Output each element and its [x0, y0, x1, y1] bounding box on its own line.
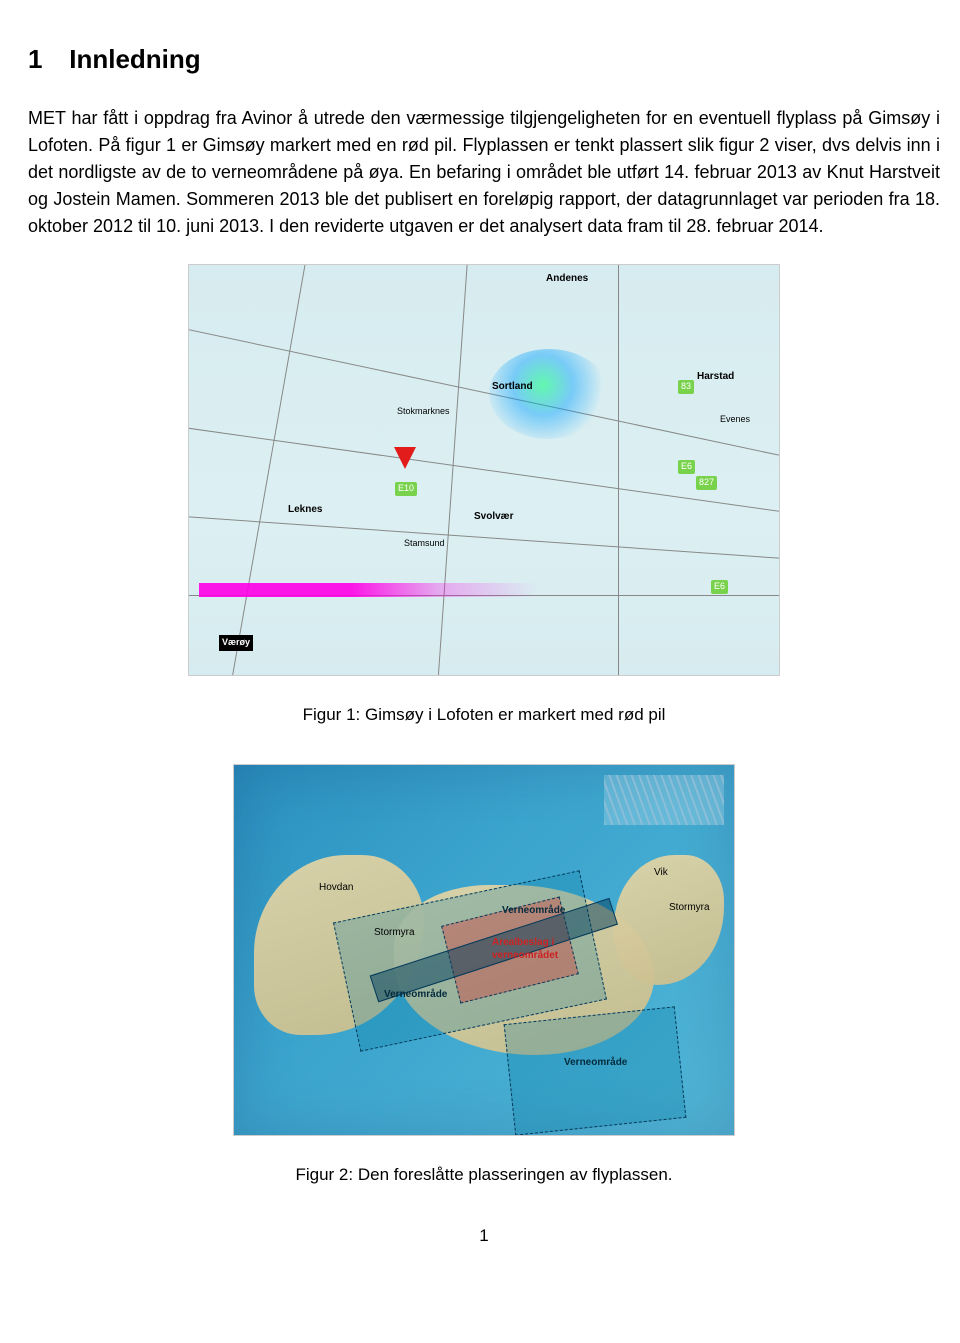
section-title: Innledning: [69, 44, 200, 74]
place-label-stokmarknes: Stokmarknes: [397, 405, 450, 419]
map-border-line: [618, 264, 619, 676]
place-label-svolvaer: Svolvær: [474, 509, 513, 524]
label-arealbeslag-2: verneområdet: [492, 948, 558, 963]
figure-1-caption: Figur 1: Gimsøy i Lofoten er markert med…: [28, 702, 940, 728]
road-badge-e6: E6: [678, 460, 695, 474]
radar-coverage-icon: [489, 349, 609, 439]
label-verneomrade-2: Verneområde: [564, 1055, 627, 1070]
intro-paragraph: MET har fått i oppdrag fra Avinor å utre…: [28, 105, 940, 240]
place-label-stamsund: Stamsund: [404, 537, 445, 551]
place-label-sortland: Sortland: [492, 379, 533, 394]
map-border-line: [188, 264, 309, 676]
section-heading: 1 Innledning: [28, 40, 940, 79]
road-badge-e6b: E6: [711, 580, 728, 594]
map-border-line: [188, 425, 780, 590]
hatch-area: [604, 775, 724, 825]
section-number: 1: [28, 40, 62, 79]
place-label-evenes: Evenes: [720, 413, 750, 427]
island-shape: [614, 855, 724, 985]
label-stormyra-1: Stormyra: [374, 925, 415, 940]
place-label-leknes: Leknes: [288, 502, 322, 517]
figure-2-caption-text: Den foreslåtte plasseringen av flyplasse…: [353, 1165, 672, 1184]
figure-2-caption: Figur 2: Den foreslåtte plasseringen av …: [28, 1162, 940, 1188]
figure-2-block: Hovdan Stormyra Stormyra Verneområde Are…: [28, 764, 940, 1188]
label-verneomrade-0: Verneområde: [384, 987, 447, 1002]
road-badge-e10: E10: [395, 482, 417, 496]
map-border-line: [188, 325, 780, 571]
road-badge-827: 827: [696, 476, 717, 490]
figure-2-map: Hovdan Stormyra Stormyra Verneområde Are…: [233, 764, 735, 1136]
label-verneomrade-1: Verneområde: [502, 903, 565, 918]
place-label-harstad: Harstad: [697, 369, 734, 384]
road-badge-83: 83: [678, 380, 694, 394]
figure-1-caption-text: Gimsøy i Lofoten er markert med rød pil: [360, 705, 665, 724]
label-hovda: Hovdan: [319, 880, 353, 895]
magenta-band: [199, 583, 539, 597]
page-number: 1: [28, 1223, 940, 1249]
gimsoy-marker-icon: [394, 447, 416, 469]
figure-2-caption-label: Figur 2:: [295, 1165, 353, 1184]
map-border-line: [386, 264, 469, 676]
place-label-andenes: Andenes: [546, 271, 588, 286]
label-vik: Vik: [654, 865, 668, 880]
figure-1-map: Andenes Sortland Harstad Stokmarknes Eve…: [188, 264, 780, 676]
figure-1-caption-label: Figur 1:: [303, 705, 361, 724]
figure-1-block: Andenes Sortland Harstad Stokmarknes Eve…: [28, 264, 940, 728]
protected-zone: [504, 1006, 687, 1135]
label-stormyra-2: Stormyra: [669, 900, 710, 915]
place-label-vaeroy: Værøy: [219, 635, 253, 651]
